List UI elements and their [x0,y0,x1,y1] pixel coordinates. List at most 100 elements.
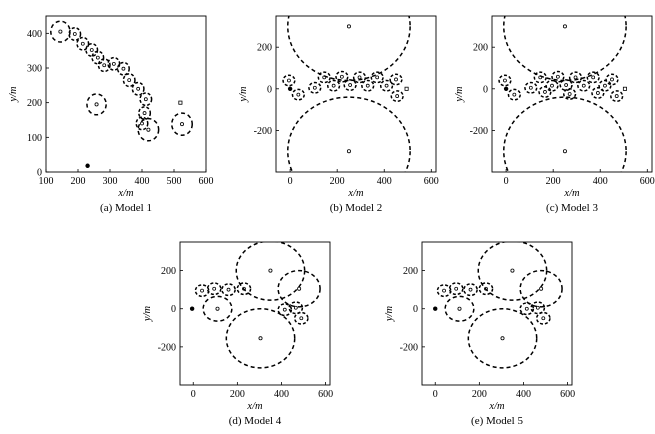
x-tick-label: 200 [472,389,487,400]
circle-center-marker [500,336,505,341]
small-dashed-circle [135,116,149,131]
y-tick-label: 0 [171,304,176,315]
small-dashed-circle [524,81,538,94]
y-axis-label: y/m [454,86,465,103]
x-tick-label: 200 [230,389,245,400]
star-marker [287,86,293,92]
circle-center-marker [567,92,572,96]
y-tick-label: -200 [400,342,418,353]
circle-center-marker [226,287,231,292]
small-dashed-circle [598,79,612,92]
circle-center-marker [293,305,298,310]
small-dashed-circle [390,90,404,103]
small-dashed-circle [308,81,322,94]
small-dashed-circle [291,88,305,101]
small-dashed-circle [122,73,136,88]
panel-1: 100 200 300 400 500 6000100200300400x/my/m(a)… [8,15,214,214]
large-dashed-circle [287,96,411,172]
circle-center-marker [258,336,263,341]
small-dashed-circle [519,302,535,316]
small-dashed-circle [568,71,583,84]
small-dashed-circle [221,283,236,297]
circle-center-marker [136,86,141,91]
circle-center-marker [538,75,543,80]
y-tick-label: 200 [161,266,176,277]
circle-center-marker [524,306,529,311]
x-axis-label: x/m [347,188,364,199]
x-tick-label: 0 [433,389,438,400]
circle-center-marker [94,102,99,107]
small-dashed-circle [277,303,293,317]
circle-center-marker [550,83,554,88]
circle-center-marker [357,75,362,80]
small-dashed-circle [293,311,309,325]
plot-frame [179,241,331,386]
circle-center-marker [215,306,220,311]
circle-center-marker [610,77,614,82]
circle-center-marker [140,121,144,126]
large-dashed-circle [444,295,475,322]
plot-frame [491,15,653,173]
small-dashed-circle [282,74,296,87]
y-tick-label: 200 [473,43,488,54]
x-tick-label: 600 [560,389,575,400]
circle-center-marker [102,63,107,68]
y-axis-label: y/m [8,86,19,103]
small-dashed-circle [533,71,547,84]
circle-center-marker [89,48,94,52]
plot-area [498,16,627,172]
circle-center-marker [242,286,246,291]
plot-frame [45,15,207,173]
small-dashed-circle [116,61,130,76]
small-dashed-circle [586,71,600,84]
small-dashed-circle [535,311,551,325]
y-tick-label: 0 [413,304,418,315]
small-dashed-circle [559,79,573,92]
small-dashed-circle [370,71,384,84]
x-tick-label: 600 [424,176,439,187]
large-dashed-circle [171,112,193,137]
plot-frame [421,241,573,386]
plot-area [433,242,563,369]
circle-center-marker [591,75,596,80]
square-marker [404,86,409,91]
circle-center-marker [80,41,85,46]
circle-center-marker [339,74,344,79]
small-dashed-circle [591,87,605,99]
circle-center-marker [503,78,507,83]
x-tick-label: 400 [377,176,392,187]
small-dashed-circle [605,73,619,86]
small-dashed-circle [206,282,222,296]
y-tick-label: -200 [158,342,176,353]
x-axis-label: x/m [488,401,505,412]
plot-area [50,20,193,168]
panel-caption: (e) Model 5 [471,415,523,427]
star-marker [189,306,195,311]
circle-center-marker [468,287,473,292]
circle-center-marker [539,286,544,291]
circle-center-marker [595,91,600,95]
circle-center-marker [603,83,607,88]
circle-center-marker [111,61,116,66]
square-marker [178,100,183,105]
x-tick-label: 0 [288,176,293,187]
circle-center-marker [442,288,446,293]
small-dashed-circle [530,301,546,315]
large-dashed-circle [503,96,627,172]
y-tick-label: 200 [27,98,42,109]
small-dashed-circle [551,70,565,83]
circle-center-marker [562,24,567,29]
circle-center-marker [331,83,336,88]
circle-center-marker [287,78,291,83]
y-tick-label: 200 [257,43,272,54]
y-axis-label: y/m [142,306,153,323]
x-tick-label: 400 [135,176,150,187]
panel-caption: (c) Model 3 [546,202,598,214]
x-axis-label: x/m [117,188,134,199]
small-dashed-circle [107,56,121,71]
square-marker [622,86,627,91]
y-axis-label: y/m [238,86,249,103]
